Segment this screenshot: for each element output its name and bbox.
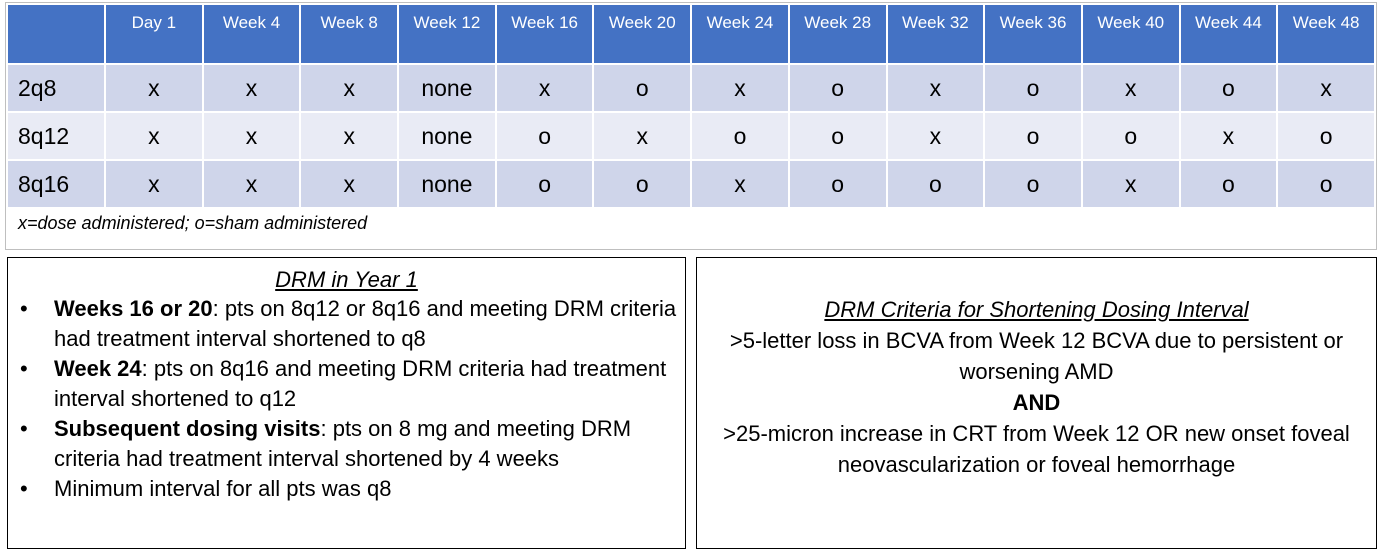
table-cell: o [983,63,1083,113]
header-cell: Week 36 [983,3,1083,65]
table-cell: x [690,159,790,209]
table-cell: o [983,111,1083,161]
header-cell [6,3,106,65]
drm-year1-box: DRM in Year 1 • Weeks 16 or 20: pts on 8q… [7,257,686,549]
table-cell: o [1276,111,1376,161]
bullet-icon: • [20,476,28,501]
list-item: • Weeks 16 or 20: pts on 8q12 or 8q16 and… [8,294,685,354]
drm-criteria-box: DRM Criteria for Shortening Dosing Inter… [696,257,1377,549]
header-cell: Week 28 [787,3,888,65]
item-bold: Weeks 16 or 20 [54,296,213,321]
table-cell: x [690,63,790,113]
table-cell: none [397,111,497,161]
table-cell: o [885,159,986,209]
item-text: Minimum interval for all pts was q8 [54,476,392,501]
table-cell: o [1080,111,1181,161]
header-cell: Week 20 [592,3,693,65]
header-cell: Week 4 [201,3,302,65]
list-item: • Week 24: pts on 8q16 and meeting DRM cr… [8,354,685,414]
table-row: 2q8 x x x none x o x o x o x o x [6,63,1376,113]
table-cell: o [1178,63,1279,113]
table-cell: o [787,111,888,161]
drm-year1-title: DRM in Year 1 [275,267,418,292]
table-cell: o [494,159,595,209]
table-cell: x [299,159,400,209]
header-cell: Week 12 [397,3,497,65]
list-item: • Subsequent dosing visits: pts on 8 mg a… [8,414,685,474]
table-cell: x [494,63,595,113]
criteria-line-crt: >25-micron increase in CRT from Week 12 … [723,421,1350,477]
bullet-icon: • [20,296,28,321]
table-cell: x [592,111,693,161]
table-cell: x [1080,63,1181,113]
table-cell: x [201,111,302,161]
table-cell: x [299,111,400,161]
table-cell: none [397,63,497,113]
header-cell: Week 8 [299,3,400,65]
criteria-and-label: AND [1012,390,1061,415]
item-text: : pts on 8q12 or 8q16 and meeting DRM cr… [54,296,677,351]
drm-year1-list: • Weeks 16 or 20: pts on 8q12 or 8q16 and… [8,294,685,504]
table-cell: x [885,111,986,161]
table-row: 8q16 x x x none o o x o o o x o o [6,159,1376,209]
table-cell: o [1276,159,1376,209]
table-cell: x [104,63,204,113]
header-row: Day 1 Week 4 Week 8 Week 12 Week 16 Week… [6,3,1376,65]
header-cell: Week 32 [885,3,986,65]
table-cell: x [299,63,400,113]
item-bold: Week 24 [54,356,142,381]
item-text: : pts on 8 mg and meeting DRM criteria h… [54,416,632,471]
drm-criteria-title: DRM Criteria for Shortening Dosing Inter… [824,297,1249,322]
table-cell: o [1178,159,1279,209]
table-legend: x=dose administered; o=sham administered [18,213,368,233]
table-cell: x [104,111,204,161]
table-cell: o [983,159,1083,209]
table-cell: x [1276,63,1376,113]
table-cell: o [787,159,888,209]
header-cell: Week 16 [494,3,595,65]
table-cell: x [885,63,986,113]
bullet-icon: • [20,416,28,441]
header-cell: Week 24 [690,3,790,65]
table-cell: o [690,111,790,161]
table-cell: x [1178,111,1279,161]
table-cell: o [592,63,693,113]
row-label: 8q12 [6,111,106,161]
item-text: : pts on 8q16 and meeting DRM criteria h… [54,356,667,411]
table-cell: o [787,63,888,113]
header-cell: Week 44 [1178,3,1279,65]
table-cell: x [1080,159,1181,209]
row-label: 8q16 [6,159,106,209]
header-cell: Day 1 [104,3,204,65]
bullet-icon: • [20,356,28,381]
list-item: • Minimum interval for all pts was q8 [8,474,685,504]
table-cell: o [592,159,693,209]
dosing-schedule-panel: Day 1 Week 4 Week 8 Week 12 Week 16 Week… [5,2,1377,250]
item-bold: Subsequent dosing visits [54,416,321,441]
table-cell: x [201,159,302,209]
table-cell: o [494,111,595,161]
table-cell: x [104,159,204,209]
drm-criteria-content: DRM Criteria for Shortening Dosing Inter… [697,294,1376,480]
criteria-line-bcva: >5-letter loss in BCVA from Week 12 BCVA… [729,328,1344,384]
header-cell: Week 40 [1080,3,1181,65]
header-cell: Week 48 [1276,3,1376,65]
table-cell: none [397,159,497,209]
table-row: 8q12 x x x none o x o o x o o x o [6,111,1376,161]
row-label: 2q8 [6,63,106,113]
dosing-schedule-table: Day 1 Week 4 Week 8 Week 12 Week 16 Week… [6,3,1376,209]
table-cell: x [201,63,302,113]
